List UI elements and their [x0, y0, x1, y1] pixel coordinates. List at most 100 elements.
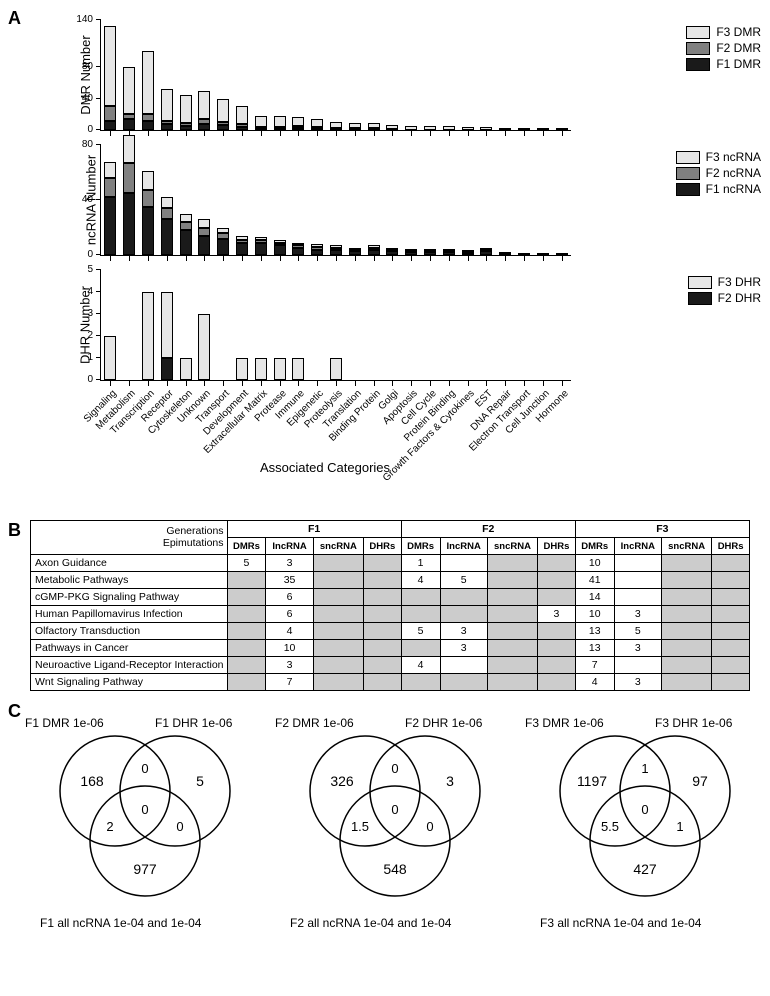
venn-value: 0 — [391, 761, 398, 776]
table-cell — [227, 657, 266, 674]
table-cell — [614, 589, 661, 606]
y-tick-label: 40 — [82, 93, 93, 104]
subcol-header: sncRNA — [313, 538, 363, 555]
table-cell — [440, 606, 487, 623]
y-tick-label: 5 — [87, 264, 93, 275]
venn-value: 0 — [391, 802, 398, 817]
bar-segment — [180, 123, 192, 126]
table-cell — [661, 589, 711, 606]
bar-segment — [330, 358, 342, 380]
bar-segment — [274, 245, 286, 255]
table-cell: 3 — [266, 555, 313, 572]
venn-label-top-left: F2 DMR 1e-06 — [275, 716, 354, 730]
bar-segment — [217, 239, 229, 256]
table-cell — [538, 572, 576, 589]
row-label: Wnt Signaling Pathway — [31, 674, 228, 691]
bar-segment — [255, 243, 267, 255]
table-cell — [661, 674, 711, 691]
bar-segment — [198, 91, 210, 119]
bar-segment — [123, 114, 135, 119]
table-cell — [538, 640, 576, 657]
table-cell: 3 — [440, 640, 487, 657]
bar-segment — [292, 358, 304, 380]
legend-label: F2 DMR — [716, 41, 761, 55]
y-tick-label: 80 — [82, 139, 93, 150]
table-cell — [614, 555, 661, 572]
venn-label-top-right: F3 DHR 1e-06 — [655, 716, 732, 730]
venn-value: 168 — [80, 773, 104, 789]
legend: F3 ncRNAF2 ncRNAF1 ncRNA — [676, 150, 761, 198]
venn-label-top-left: F3 DMR 1e-06 — [525, 716, 604, 730]
bar-segment — [161, 208, 173, 219]
bar-segment — [161, 89, 173, 120]
bar-segment — [274, 243, 286, 246]
subcol-header: sncRNA — [661, 538, 711, 555]
table-cell — [614, 572, 661, 589]
bar-segment — [161, 292, 173, 358]
table-cell: 1 — [401, 555, 440, 572]
table-cell — [538, 674, 576, 691]
y-tick-label: 2 — [87, 330, 93, 341]
table-cell: 41 — [575, 572, 614, 589]
table-cell — [712, 640, 750, 657]
bar-segment — [330, 122, 342, 128]
row-label: Neuroactive Ligand-Receptor Interaction — [31, 657, 228, 674]
bar-segment — [499, 252, 511, 254]
table-cell — [364, 606, 402, 623]
generation-header: F1 — [227, 521, 401, 538]
bar-segment — [198, 219, 210, 227]
bar-segment — [368, 245, 380, 248]
table-cell — [364, 657, 402, 674]
subcol-header: DHRs — [538, 538, 576, 555]
bar-segment — [349, 248, 361, 250]
table-cell: 5 — [440, 572, 487, 589]
bar-segment — [292, 117, 304, 126]
y-tick-label: 40 — [82, 194, 93, 205]
panel-B-label: B — [8, 520, 21, 541]
bar-segment — [424, 249, 436, 251]
y-tick-label: 80 — [82, 61, 93, 72]
y-tick-label: 0 — [87, 124, 93, 135]
table-cell — [712, 555, 750, 572]
generation-header: F2 — [401, 521, 575, 538]
table-cell: 4 — [266, 623, 313, 640]
row-label: Human Papillomavirus Infection — [31, 606, 228, 623]
venn-label-top-right: F1 DHR 1e-06 — [155, 716, 232, 730]
table-cell — [487, 589, 537, 606]
table-cell: 10 — [575, 606, 614, 623]
table-cell — [487, 606, 537, 623]
y-tick-label: 0 — [87, 374, 93, 385]
table-cell: 10 — [575, 555, 614, 572]
bar-segment — [142, 207, 154, 255]
pathway-table: GenerationsEpimutationsF1F2F3DMRsIncRNAs… — [30, 520, 750, 691]
subcol-header: IncRNA — [614, 538, 661, 555]
bar-segment — [236, 124, 248, 127]
table-cell — [487, 572, 537, 589]
bar-segment — [180, 95, 192, 123]
table-cell — [313, 606, 363, 623]
venn-value: 1197 — [577, 773, 607, 789]
venn-value: 548 — [383, 861, 407, 877]
table-cell — [401, 589, 440, 606]
bar-segment — [142, 121, 154, 130]
venn-value: 1 — [676, 819, 683, 834]
table-cell — [440, 657, 487, 674]
bar-segment — [104, 178, 116, 197]
table-cell — [313, 572, 363, 589]
table-cell — [538, 657, 576, 674]
table-cell — [227, 589, 266, 606]
bar-segment — [255, 358, 267, 380]
bar-segment — [292, 245, 304, 248]
table-cell — [227, 674, 266, 691]
figure: A DMR Number04080140F3 DMRF2 DMRF1 DMRnc… — [0, 0, 770, 996]
legend-label: F3 DHR — [718, 275, 761, 289]
bar-segment — [180, 214, 192, 222]
table-cell: 14 — [575, 589, 614, 606]
venn-value: 0 — [141, 802, 148, 817]
bar-segment — [198, 314, 210, 380]
table-cell — [440, 555, 487, 572]
table-cell — [313, 640, 363, 657]
bar-segment — [217, 233, 229, 239]
table-cell — [364, 674, 402, 691]
bar-segment — [255, 237, 267, 240]
